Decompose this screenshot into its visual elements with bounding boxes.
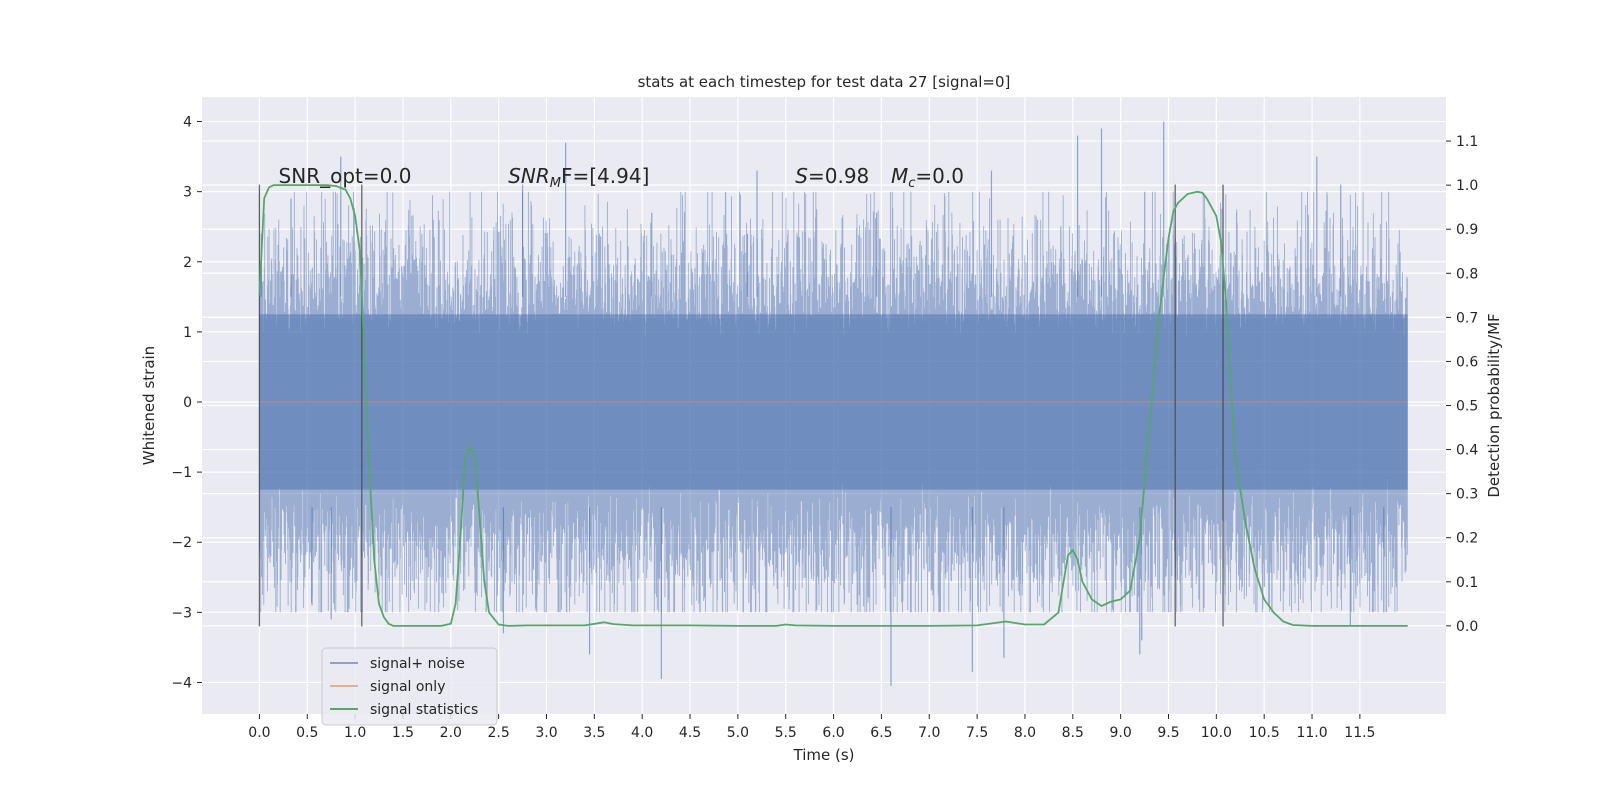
- x-tick-label: 6.0: [822, 725, 844, 741]
- x-tick-label: 4.0: [631, 725, 653, 741]
- x-tick-label: 4.5: [679, 725, 701, 741]
- x-tick-label: 11.5: [1344, 725, 1375, 741]
- x-axis-label: Time (s): [793, 746, 855, 764]
- chart-title: stats at each timestep for test data 27 …: [638, 73, 1011, 91]
- y-right-tick-label: 0.4: [1456, 443, 1478, 459]
- x-tick-label: 1.5: [392, 725, 414, 741]
- y-right-tick-label: 0.5: [1456, 399, 1478, 415]
- y-right-axis-ticks: 0.0 0.1 0.2 0.3 0.4 0.5 0.6 0.7 0.8 0.9 1.0 1.1: [1446, 134, 1478, 635]
- y-right-tick-label: 0.8: [1456, 266, 1478, 282]
- x-tick-label: 10.5: [1249, 725, 1280, 741]
- annotations: SNR_opt=0.0 SNRMF=[4.94] S=0.98 Mc=0.0: [279, 164, 964, 191]
- annotation-main: SNR: [508, 164, 550, 188]
- x-tick-label: 10.0: [1201, 725, 1232, 741]
- annotation-value: =0.0: [915, 164, 964, 188]
- x-tick-label: 5.0: [727, 725, 749, 741]
- x-tick-label: 6.5: [870, 725, 892, 741]
- x-tick-label: 1.0: [344, 725, 366, 741]
- y-right-axis-label: Detection probability/MF: [1485, 313, 1503, 497]
- annotation-value: F=[4.94]: [561, 164, 649, 188]
- y-right-tick-label: 0.2: [1456, 531, 1478, 547]
- y-right-tick-label: 0.7: [1456, 310, 1478, 326]
- x-tick-label: 3.5: [583, 725, 605, 741]
- annotation: Mc=0.0: [891, 164, 964, 191]
- y-right-tick-label: 0.1: [1456, 575, 1478, 591]
- annotation-subscript: M: [550, 176, 561, 191]
- x-tick-label: 3.0: [535, 725, 557, 741]
- x-axis-ticks: 0.0 0.5 1.0 1.5 2.0 2.5 3.0 3.5 4.0 4.5 5.0 5.5 6.0 6…: [248, 714, 1375, 741]
- annotation-value: =0.98: [808, 164, 869, 188]
- x-tick-label: 0.0: [248, 725, 270, 741]
- legend: signal+ noise signal only signal statistic…: [321, 647, 498, 726]
- legend-label: signal statistics: [370, 702, 478, 718]
- y-right-tick-label: 0.6: [1456, 354, 1478, 370]
- y-axis-ticks: −4 −3 −2 −1 0 1 2 3 4: [171, 115, 202, 691]
- y-axis-label: Whitened strain: [140, 346, 158, 465]
- x-tick-label: 8.0: [1014, 725, 1036, 741]
- annotation-subscript: c: [908, 176, 915, 191]
- annotation-main: SNR_opt=0.0: [279, 164, 412, 188]
- y-right-tick-label: 1.0: [1456, 178, 1478, 194]
- y-tick-label: 0: [183, 395, 192, 411]
- signal-statistics-line: [258, 184, 1408, 627]
- y-tick-label: −2: [171, 535, 192, 551]
- x-tick-label: 11.0: [1296, 725, 1327, 741]
- y-right-tick-label: 0.3: [1456, 487, 1478, 503]
- annotation: SNR_opt=0.0: [279, 164, 412, 188]
- y-tick-label: 4: [183, 115, 192, 131]
- y-tick-label: 2: [183, 255, 192, 271]
- x-tick-label: 7.5: [966, 725, 988, 741]
- annotation-main: M: [891, 164, 908, 188]
- x-tick-label: 9.0: [1110, 725, 1132, 741]
- annotation: SNRMF=[4.94]: [508, 164, 649, 191]
- x-tick-label: 8.5: [1062, 725, 1084, 741]
- x-tick-label: 5.5: [775, 725, 797, 741]
- y-tick-label: −3: [171, 605, 192, 621]
- y-right-tick-label: 1.1: [1456, 134, 1478, 150]
- x-tick-label: 0.5: [296, 725, 318, 741]
- legend-label: signal+ noise: [370, 656, 465, 672]
- legend-box: [321, 647, 498, 726]
- y-tick-label: −4: [171, 675, 192, 691]
- y-right-tick-label: 0.0: [1456, 619, 1478, 635]
- x-tick-label: 7.0: [918, 725, 940, 741]
- y-tick-label: 3: [183, 185, 192, 201]
- annotation-main: S: [795, 164, 808, 188]
- annotation: S=0.98: [795, 164, 869, 188]
- x-tick-label: 2.0: [440, 725, 462, 741]
- y-right-tick-label: 0.9: [1456, 222, 1478, 238]
- legend-label: signal only: [370, 679, 445, 695]
- y-tick-label: 1: [183, 325, 192, 341]
- x-tick-label: 2.5: [488, 725, 510, 741]
- signal-statistics-series: [258, 184, 1408, 627]
- x-tick-label: 9.5: [1157, 725, 1179, 741]
- y-tick-label: −1: [171, 465, 192, 481]
